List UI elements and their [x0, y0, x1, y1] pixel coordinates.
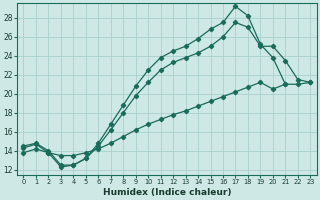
X-axis label: Humidex (Indice chaleur): Humidex (Indice chaleur) — [103, 188, 231, 197]
